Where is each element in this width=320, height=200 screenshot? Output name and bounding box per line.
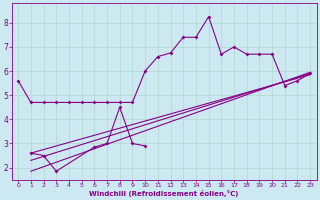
X-axis label: Windchill (Refroidissement éolien,°C): Windchill (Refroidissement éolien,°C) (90, 190, 239, 197)
